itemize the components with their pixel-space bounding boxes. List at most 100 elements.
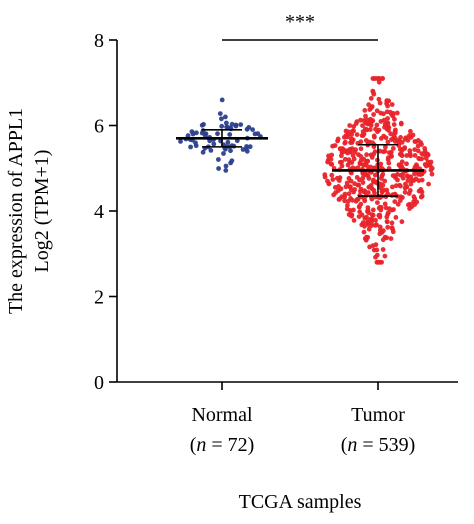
data-point [365, 190, 371, 195]
y-tick-label: 4 [94, 201, 104, 223]
data-point [368, 183, 374, 188]
data-point [333, 190, 339, 195]
significance-bracket: *** [222, 11, 378, 41]
data-point [345, 199, 351, 204]
data-point [383, 144, 388, 150]
data-point [411, 199, 416, 205]
data-point [244, 126, 250, 132]
data-point [325, 159, 330, 165]
data-point [353, 121, 359, 126]
data-point [211, 141, 217, 147]
data-point [372, 134, 377, 140]
data-point [423, 151, 429, 157]
data-point [223, 163, 229, 169]
data-point [415, 143, 421, 149]
data-point [382, 178, 388, 184]
data-point [365, 222, 371, 228]
data-point [356, 152, 361, 158]
data-point [408, 128, 413, 134]
data-point [411, 194, 417, 200]
data-point [194, 130, 199, 136]
data-point [355, 182, 361, 188]
data-point [403, 181, 408, 187]
data-point [399, 219, 405, 225]
data-point [322, 172, 328, 178]
data-point [428, 167, 434, 173]
data-point [367, 139, 373, 145]
data-point [419, 193, 425, 199]
data-point [376, 79, 382, 85]
data-point [358, 158, 364, 164]
data-point [363, 113, 368, 119]
data-point [217, 111, 223, 116]
data-point [216, 166, 222, 171]
data-point [326, 181, 332, 187]
data-point [378, 161, 384, 167]
data-point [407, 206, 412, 212]
data-point [389, 102, 395, 107]
data-point [389, 220, 395, 226]
data-point [393, 183, 399, 189]
data-point [365, 173, 371, 179]
data-point [372, 172, 378, 178]
data-point [392, 129, 398, 134]
data-point [407, 151, 413, 157]
data-point [255, 131, 261, 137]
data-point [342, 139, 348, 145]
data-point [379, 189, 385, 195]
data-point [392, 116, 397, 122]
data-point [418, 140, 423, 145]
data-point [402, 136, 408, 142]
data-point [406, 191, 412, 196]
data-point [368, 164, 373, 170]
data-point [402, 185, 408, 191]
x-tick-label: Tumor [351, 404, 405, 426]
data-point [370, 88, 376, 94]
data-point [343, 133, 349, 139]
data-point [345, 203, 350, 208]
data-point [380, 182, 386, 188]
data-point [208, 148, 214, 153]
data-point [347, 184, 352, 190]
data-point [382, 253, 388, 259]
data-point [385, 157, 391, 163]
data-point [343, 184, 349, 190]
data-point [394, 110, 400, 116]
data-point [373, 254, 378, 260]
data-point [386, 210, 391, 216]
data-point [390, 184, 395, 190]
data-point [398, 135, 403, 140]
data-point [329, 152, 335, 158]
data-point [354, 175, 360, 180]
data-point [367, 107, 373, 112]
data-point [344, 180, 350, 186]
data-point [377, 204, 383, 210]
data-point [373, 242, 379, 248]
data-point [334, 175, 340, 181]
data-point [384, 214, 390, 220]
data-point [368, 123, 374, 128]
y-axis-label-line2: Log2 (TPM+1) [31, 150, 53, 273]
data-point [416, 188, 422, 194]
x-tick-label: Normal [191, 404, 253, 426]
data-point [397, 198, 403, 204]
data-point [376, 213, 382, 218]
data-point [385, 224, 391, 230]
data-point [377, 100, 383, 106]
data-point [380, 76, 385, 81]
data-point [419, 171, 425, 177]
data-point [377, 259, 383, 265]
data-point [392, 199, 398, 205]
data-point [224, 120, 229, 126]
data-point [219, 116, 224, 122]
data-point [362, 236, 368, 242]
data-point [345, 162, 351, 168]
data-point [386, 98, 392, 104]
data-point [389, 112, 394, 117]
data-point [219, 123, 225, 129]
data-point [346, 129, 351, 135]
data-point [178, 139, 183, 144]
data-point [225, 139, 231, 145]
data-point [412, 153, 418, 158]
data-point [386, 127, 391, 133]
